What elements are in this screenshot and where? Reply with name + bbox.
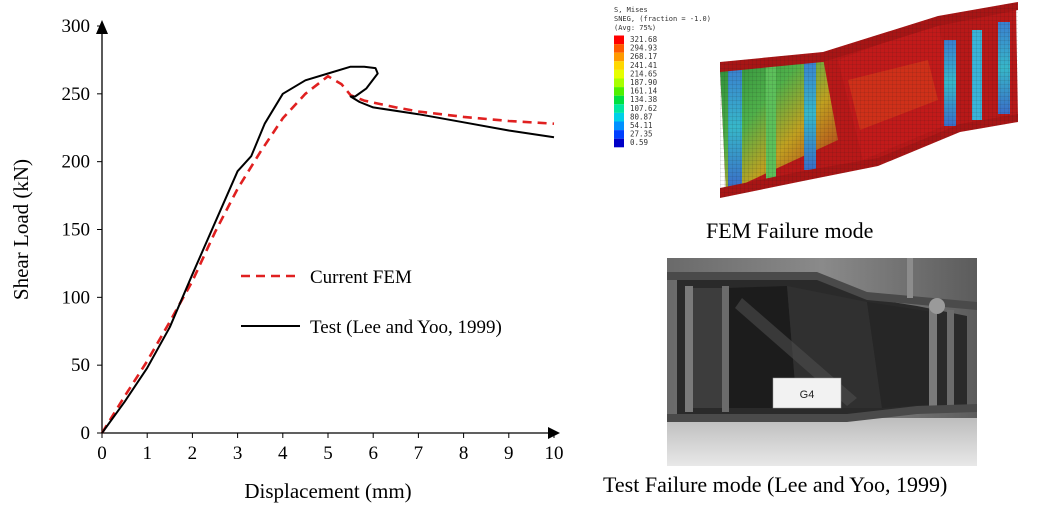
series-line-0 (100, 74, 555, 434)
contour-value-label: 107.62 (630, 104, 657, 113)
y-tick-label: 300 (62, 16, 91, 37)
x-tick-label: 6 (368, 443, 378, 464)
contour-swatch (614, 44, 624, 53)
contour-value-label: 27.35 (630, 130, 653, 139)
contour-value-label: 187.90 (630, 78, 658, 87)
shear-load-chart: 0 1 2 3 4 5 6 7 8 9 10 0 50 100 150 200 250 300 Displacem… (9, 16, 564, 503)
contour-swatch (614, 78, 624, 88)
contour-value-label: 80.87 (630, 112, 653, 121)
fem-contour-panel: S, Mises SNEG, (fraction = -1.0) (Avg: 7… (608, 0, 1038, 212)
x-tick-label: 2 (188, 443, 198, 464)
contour-swatch (614, 69, 624, 79)
contour-value-label: 241.41 (630, 61, 657, 70)
y-axis-arrow (96, 20, 108, 34)
y-tick-label: 50 (71, 355, 90, 376)
x-axis-label: Displacement (mm) (244, 479, 411, 503)
x-tick-label: 10 (545, 443, 564, 464)
test-failure-photo: G4 (667, 258, 977, 466)
specimen-tag-label: G4 (800, 389, 815, 401)
contour-value-label: 0.59 (630, 138, 648, 147)
contour-title-avg: (Avg: 75%) (614, 24, 656, 32)
x-tick-label: 8 (459, 443, 469, 464)
contour-legend: 321.68294.93268.17241.41214.65187.90161.… (614, 35, 658, 148)
contour-value-label: 268.17 (630, 52, 657, 61)
y-tick-label: 250 (62, 84, 91, 105)
y-tick-label: 200 (62, 152, 91, 173)
series-line-1 (101, 65, 555, 434)
contour-swatch (614, 95, 624, 105)
chart-series (100, 65, 555, 434)
test-failure-caption: Test Failure mode (Lee and Yoo, 1999) (603, 472, 948, 497)
contour-swatch (614, 112, 624, 122)
x-tick-label: 3 (233, 443, 243, 464)
contour-value-label: 161.14 (630, 87, 658, 96)
fem-contour-image: S, Mises SNEG, (fraction = -1.0) (Avg: 7… (614, 2, 1018, 198)
fem-failure-caption: FEM Failure mode (706, 218, 874, 243)
x-tick-label: 1 (142, 443, 152, 464)
contour-value-label: 54.11 (630, 121, 653, 130)
x-tick-label: 7 (414, 443, 424, 464)
contour-value-label: 134.38 (630, 95, 658, 104)
contour-swatch (614, 104, 624, 113)
x-tick-label: 5 (323, 443, 333, 464)
y-axis-label: Shear Load (kN) (9, 159, 33, 300)
contour-swatch (614, 130, 624, 139)
y-tick-label: 100 (62, 287, 91, 308)
contour-swatch (614, 35, 624, 45)
contour-swatch (614, 52, 624, 62)
fem-girder-model (720, 2, 1018, 198)
contour-title-sneg: SNEG, (fraction = -1.0) (614, 15, 711, 23)
contour-value-label: 294.93 (630, 44, 657, 53)
contour-swatch (614, 61, 624, 70)
legend-label-test: Test (Lee and Yoo, 1999) (310, 317, 502, 338)
legend-label-fem: Current FEM (310, 267, 412, 288)
chart-axes (96, 20, 560, 439)
contour-swatch (614, 87, 624, 96)
contour-title-variable: S, Mises (614, 6, 648, 14)
x-tick-label: 0 (97, 443, 107, 464)
contour-value-label: 214.65 (630, 69, 657, 78)
y-tick-label: 150 (62, 220, 91, 241)
x-tick-label: 4 (278, 443, 288, 464)
y-tick-label: 0 (81, 423, 91, 444)
contour-swatch (614, 138, 624, 148)
chart-legend: Current FEM Test (Lee and Yoo, 1999) (241, 267, 502, 338)
contour-swatch (614, 121, 624, 131)
specimen-tag (772, 377, 842, 409)
x-tick-label: 9 (504, 443, 514, 464)
contour-value-label: 321.68 (630, 35, 658, 44)
